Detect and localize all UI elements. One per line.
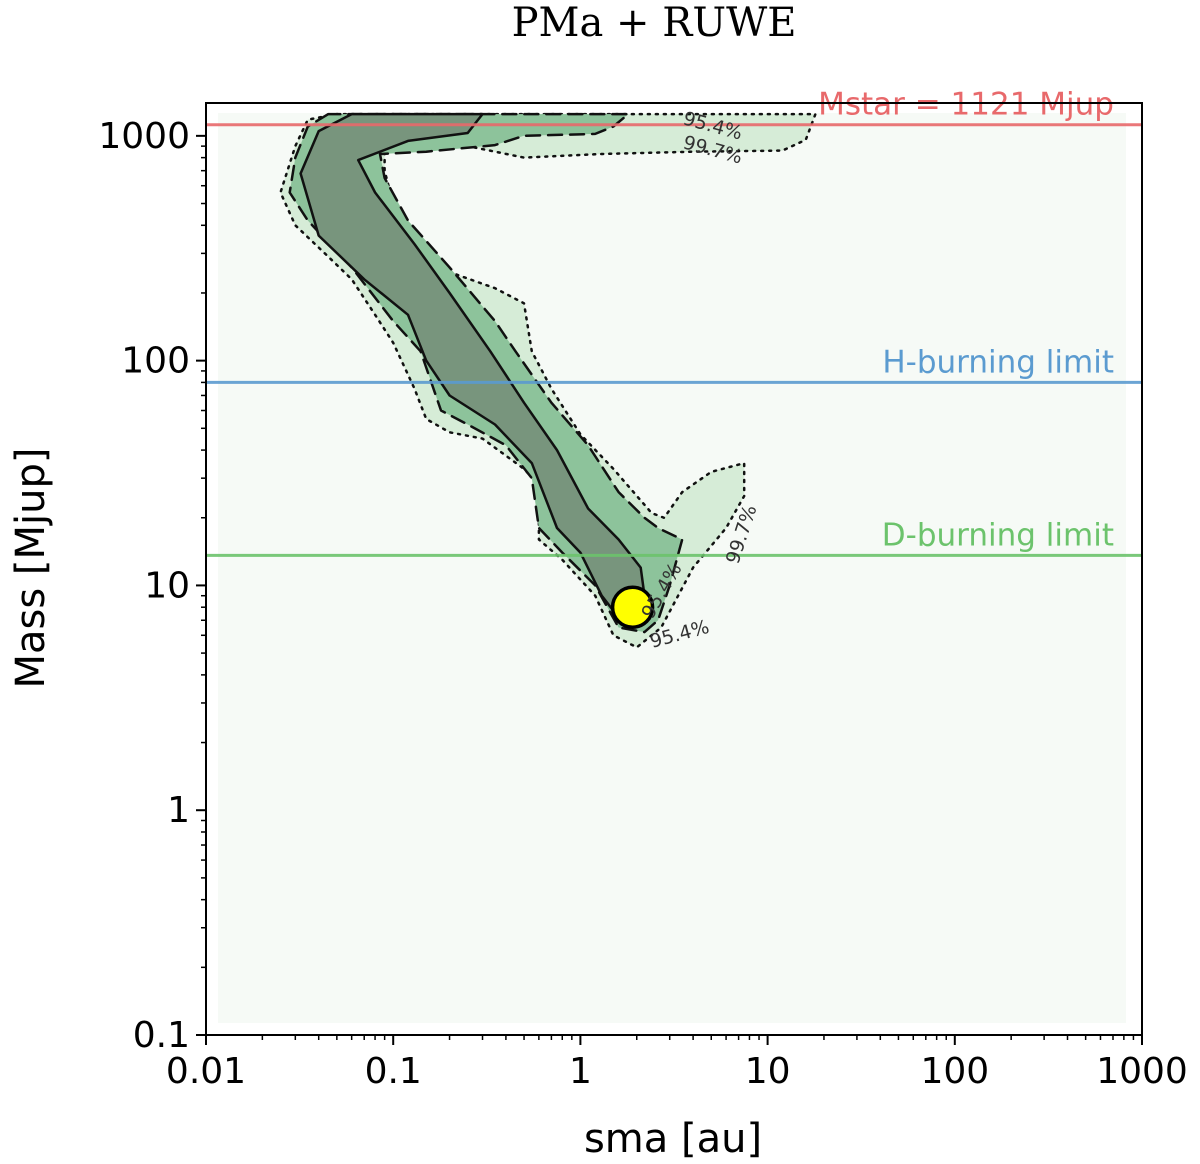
reference-lines: Mstar = 1121 Mjup H-burning limit D-burnin… bbox=[206, 87, 1142, 557]
contour-group bbox=[279, 112, 817, 649]
plot-area bbox=[206, 103, 1142, 1035]
reference-label-2: D-burning limit bbox=[882, 517, 1114, 553]
chart-title: PMa + RUWE bbox=[512, 0, 797, 46]
y-tick-label-0: 0.1 bbox=[133, 1015, 190, 1056]
y-tick-label-4: 1000 bbox=[98, 116, 190, 157]
plot-frame bbox=[205, 102, 1143, 1036]
x-axis-ticks: 0.01 0.1 1 10 100 1000 bbox=[166, 1035, 1188, 1092]
x-tick-label-4: 100 bbox=[920, 1051, 989, 1092]
markers bbox=[610, 585, 655, 629]
y-axis-ticks: 0.1 1 10 100 1000 bbox=[98, 116, 206, 1056]
reference-label-1: H-burning limit bbox=[882, 344, 1114, 380]
y-axis-label: Mass [Mjup] bbox=[8, 448, 54, 689]
y-tick-label-3: 100 bbox=[121, 341, 190, 382]
y-tick-label-1: 1 bbox=[167, 790, 190, 831]
x-tick-label-3: 10 bbox=[745, 1051, 791, 1092]
x-tick-label-0: 0.01 bbox=[166, 1051, 246, 1092]
x-tick-label-2: 1 bbox=[569, 1051, 592, 1092]
x-axis-label: sma [au] bbox=[584, 1116, 762, 1162]
y-tick-label-2: 10 bbox=[144, 565, 190, 606]
x-tick-label-5: 1000 bbox=[1096, 1051, 1188, 1092]
best-fit-marker-0-0 bbox=[610, 585, 655, 629]
reference-label-0: Mstar = 1121 Mjup bbox=[818, 87, 1114, 123]
x-tick-label-1: 0.1 bbox=[365, 1051, 422, 1092]
